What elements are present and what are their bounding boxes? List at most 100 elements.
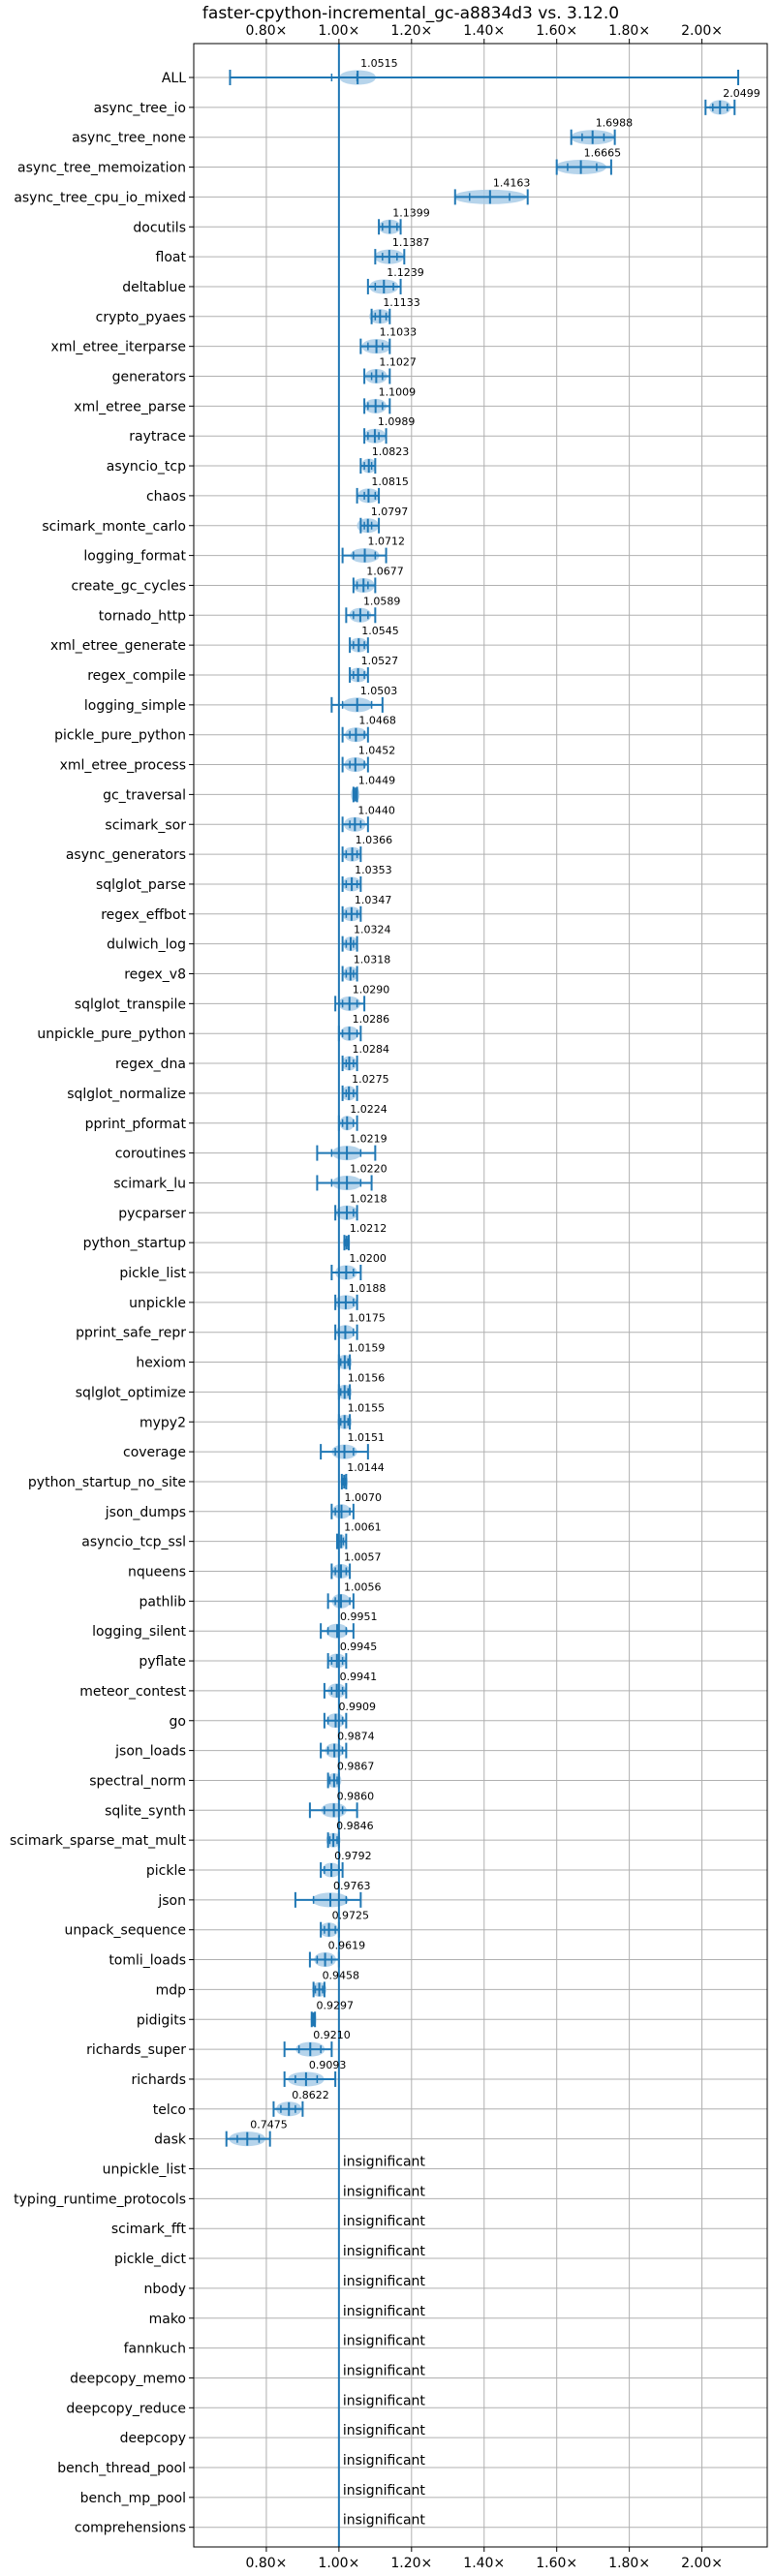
benchmark-label: fannkuch [124,2342,186,2357]
value-annotation: 1.0290 [353,983,390,996]
benchmark-label: richards_super [86,2042,186,2058]
value-annotation: 1.0797 [371,506,409,518]
value-annotation: 1.0056 [344,1580,382,1593]
value-annotation: 0.7475 [250,2119,288,2131]
benchmark-label: scimark_fft [111,2222,187,2237]
value-annotation: 1.0989 [378,415,416,428]
benchmark-label: dask [154,2132,187,2148]
insignificant-label: insignificant [343,2244,426,2259]
value-annotation: 0.9909 [338,1701,376,1713]
value-annotation: 1.0284 [353,1043,390,1056]
value-annotation: 1.0144 [347,1461,385,1474]
benchmark-label: logging_format [83,549,186,565]
value-annotation: 1.0677 [366,565,404,577]
benchmark-label: sqlglot_parse [96,877,186,893]
benchmark-label: tornado_http [99,608,186,624]
value-annotation: 1.0353 [355,864,392,876]
insignificant-label: insignificant [343,2363,426,2378]
value-annotation: 0.9941 [340,1671,378,1683]
benchmark-label: telco [153,2102,186,2118]
insignificant-label: insignificant [343,2423,426,2438]
value-annotation: 0.9619 [328,1940,366,1952]
insignificant-label: insignificant [343,2184,426,2199]
insignificant-label: insignificant [343,2304,426,2319]
benchmark-label: python_startup [83,1236,186,1251]
value-annotation: 1.0503 [360,685,398,697]
value-annotation: 1.0219 [350,1133,388,1146]
value-annotation: 1.0366 [356,834,393,846]
value-annotation: 1.0220 [350,1162,388,1175]
benchmark-label: sqlite_synth [105,1803,186,1819]
benchmark-label: xml_etree_generate [50,638,186,654]
value-annotation: 0.8622 [292,2089,329,2101]
value-annotation: 1.0151 [348,1431,386,1444]
benchmark-label: pathlib [140,1594,187,1610]
value-annotation: 1.1133 [383,296,420,309]
value-annotation: 1.0218 [350,1192,388,1205]
benchmark-label: logging_simple [84,698,186,714]
value-annotation: 1.0212 [350,1222,388,1235]
benchmark-label: deltablue [122,280,186,295]
value-annotation: 1.0224 [350,1103,388,1116]
value-annotation: 1.0200 [349,1252,387,1265]
value-annotation: 1.0286 [353,1013,390,1026]
benchmark-label: pickle_pure_python [54,728,186,744]
benchmark-label: pyflate [139,1654,186,1670]
benchmark-label: hexiom [136,1356,186,1371]
benchmark-label: json [157,1893,186,1909]
benchmark-label: go [170,1714,186,1730]
grid-layer [194,44,767,2547]
value-annotation: 1.0440 [357,804,395,816]
x-tick-label-bottom: 1.00× [318,2556,359,2571]
benchmark-label: deepcopy_reduce [66,2401,186,2416]
benchmark-label: async_tree_none [72,131,186,146]
x-tick-label-bottom: 1.40× [463,2556,505,2571]
value-annotation: 1.0156 [348,1371,386,1384]
marker-layer [225,70,740,2147]
x-tick-label-bottom: 2.00× [681,2556,723,2571]
value-annotation: 1.0188 [349,1282,387,1295]
benchmark-label: xml_etree_parse [74,399,186,414]
label-layer: 1.0515 2.0499 1.6988 1.6665 1.4163 1.1399 1.13… [250,57,760,2529]
benchmark-label: mako [149,2312,186,2327]
benchmark-label: scimark_lu [113,1176,186,1191]
benchmark-label: comprehensions [75,2521,186,2536]
insignificant-label: insignificant [343,2513,426,2529]
value-annotation: 1.0545 [361,625,399,637]
benchmark-label: create_gc_cycles [71,578,186,594]
benchmark-label: unpickle_pure_python [37,1027,186,1042]
value-annotation: 1.0823 [372,445,410,458]
value-annotation: 1.0155 [348,1401,386,1414]
benchmark-label: tomli_loads [108,1953,186,1969]
value-annotation: 1.0468 [358,715,396,727]
insignificant-label: insignificant [343,2393,426,2408]
value-annotation: 1.0175 [348,1312,386,1325]
benchmark-label: coroutines [115,1147,186,1162]
benchmark-label: async_tree_memoization [17,161,186,176]
benchmark-label: nqueens [128,1565,186,1580]
benchmark-label: regex_compile [87,668,186,684]
benchmark-label: pidigits [137,2012,186,2028]
benchmark-label: mdp [156,1982,187,1998]
benchmark-label: deepcopy [120,2431,186,2446]
benchmark-label: json_loads [114,1744,186,1760]
value-annotation: 1.4163 [493,176,531,189]
insignificant-label: insignificant [343,2483,426,2499]
benchmark-label: xml_etree_process [60,758,186,774]
insignificant-label: insignificant [343,2155,426,2170]
value-annotation: 0.9792 [334,1850,372,1862]
benchmark-label: chaos [146,489,186,505]
benchmark-label: async_tree_cpu_io_mixed [14,190,186,205]
value-annotation: 0.9725 [332,1910,370,1922]
x-tick-label-top: 1.20× [390,23,432,39]
insignificant-label: insignificant [343,2453,426,2469]
value-annotation: 1.0324 [354,924,391,936]
benchmark-label: coverage [123,1445,186,1460]
value-annotation: 2.0499 [723,87,760,100]
value-annotation: 0.9874 [337,1731,375,1743]
value-annotation: 1.1239 [387,266,424,279]
x-tick-label-bottom: 1.80× [608,2556,650,2571]
benchmark-label: docutils [133,220,186,235]
x-tick-label-bottom: 1.20× [390,2556,432,2571]
value-annotation: 1.1387 [392,236,430,249]
